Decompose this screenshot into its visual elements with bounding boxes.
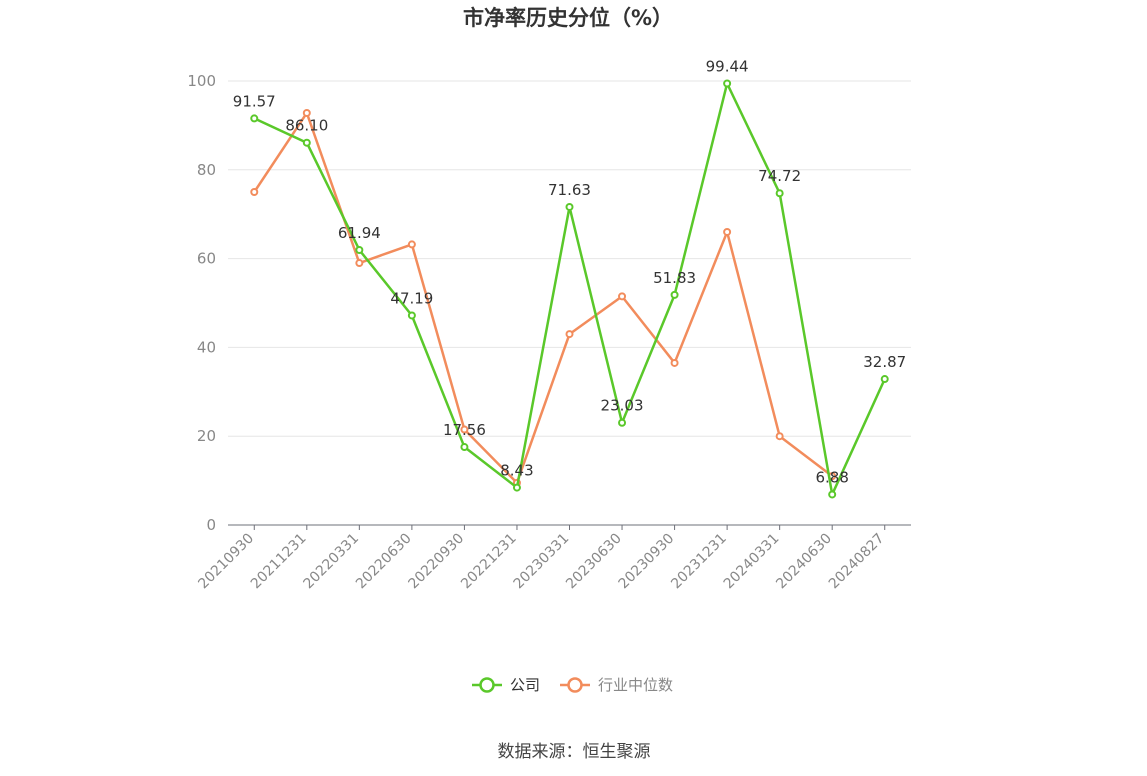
- data-point[interactable]: [250, 188, 259, 196]
- x-tick-label: 20240827: [826, 531, 888, 593]
- y-tick-label: 60: [197, 250, 216, 268]
- data-label: 61.94: [338, 224, 381, 242]
- data-label: 8.43: [500, 462, 533, 480]
- data-point[interactable]: [355, 245, 364, 254]
- data-point[interactable]: [460, 425, 469, 434]
- series-line-0: [253, 82, 886, 496]
- legend-label: 行业中位数: [598, 676, 673, 694]
- data-point[interactable]: [880, 375, 889, 384]
- data-label: 51.83: [653, 269, 696, 287]
- data-point[interactable]: [302, 108, 311, 117]
- series-group: [250, 79, 889, 499]
- data-label: 23.03: [601, 397, 644, 415]
- x-tick-label: 20220630: [353, 531, 415, 593]
- data-point[interactable]: [250, 114, 259, 123]
- grid: [228, 80, 911, 437]
- data-label: 71.63: [548, 181, 591, 199]
- data-point[interactable]: [512, 483, 521, 492]
- data-label: 32.87: [863, 353, 906, 371]
- data-point[interactable]: [723, 227, 732, 236]
- data-point[interactable]: [670, 358, 679, 367]
- x-tick-label: 20211231: [248, 531, 310, 593]
- x-tick-label: 20230331: [511, 531, 573, 593]
- y-tick-label: 0: [206, 516, 216, 534]
- x-tick-label: 20240630: [773, 531, 835, 593]
- y-tick-label: 100: [187, 72, 216, 90]
- legend-label: 公司: [510, 676, 540, 694]
- data-label: 47.19: [390, 289, 433, 307]
- series-line-1: [253, 111, 833, 485]
- x-tick-label: 20210930: [195, 531, 257, 593]
- data-point[interactable]: [565, 330, 574, 339]
- data-label: 6.88: [815, 468, 848, 486]
- data-label: 86.10: [285, 117, 328, 135]
- data-point[interactable]: [565, 202, 574, 211]
- legend-item-0[interactable]: 公司: [472, 676, 540, 694]
- data-point[interactable]: [775, 189, 784, 198]
- y-tick-label: 20: [197, 427, 216, 445]
- data-point[interactable]: [407, 311, 416, 320]
- data-point[interactable]: [618, 292, 627, 301]
- x-tick-label: 20240331: [721, 531, 783, 593]
- data-point[interactable]: [460, 443, 469, 452]
- data-label: 91.57: [233, 92, 276, 110]
- x-tick-label: 20220331: [300, 531, 362, 593]
- y-tick-label: 80: [197, 161, 216, 179]
- data-point[interactable]: [407, 240, 416, 249]
- y-axis: 0 20 40 60 80 100: [187, 72, 216, 534]
- x-tick-label: 20221231: [458, 531, 520, 593]
- data-label: 17.56: [443, 421, 486, 439]
- data-labels: 91.57 86.10 61.94 47.19 17.56 8.43 71.63 23.03 5…: [233, 57, 906, 486]
- source-note: 数据来源：恒生聚源: [498, 742, 651, 762]
- x-tick-label: 20220930: [406, 531, 468, 593]
- x-tick-label: 20230630: [563, 531, 625, 593]
- x-tick-label: 20230930: [616, 531, 678, 593]
- data-point[interactable]: [670, 290, 679, 299]
- chart-title: 市净率历史分位（%）: [463, 6, 673, 30]
- data-point[interactable]: [828, 490, 837, 499]
- data-point[interactable]: [618, 418, 627, 427]
- legend[interactable]: 公司 行业中位数: [472, 676, 673, 694]
- data-point[interactable]: [355, 259, 364, 268]
- data-label: 99.44: [706, 57, 749, 75]
- x-tick-label: 20231231: [668, 531, 730, 593]
- data-label: 74.72: [758, 167, 801, 185]
- data-point[interactable]: [775, 432, 784, 441]
- y-tick-label: 40: [197, 338, 216, 356]
- legend-swatch-marker: [479, 677, 495, 693]
- legend-item-1[interactable]: 行业中位数: [560, 676, 673, 694]
- data-point[interactable]: [302, 138, 311, 147]
- legend-swatch-marker: [567, 677, 583, 693]
- data-point[interactable]: [723, 79, 732, 88]
- x-axis: 2021093020211231202203312022063020220930…: [195, 524, 911, 593]
